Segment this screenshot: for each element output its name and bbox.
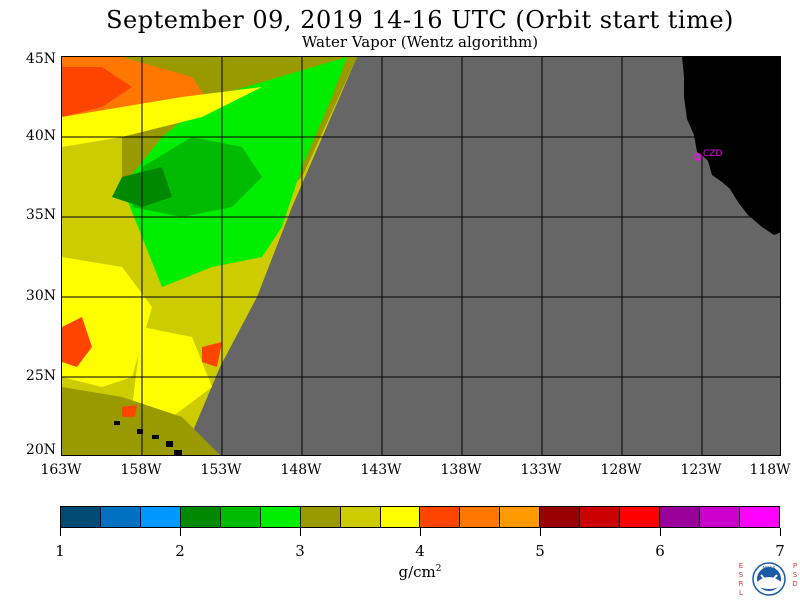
colorbar-swatch — [540, 507, 581, 527]
lon-label-133w: 133W — [520, 462, 562, 478]
colorbar — [60, 506, 780, 528]
swath-olive-south — [62, 387, 220, 455]
lat-label-20n: 20N — [25, 442, 56, 458]
colorbar-swatch — [500, 507, 541, 527]
colorbar-tick-label: 2 — [175, 542, 185, 560]
colorbar-swatch — [180, 507, 221, 527]
swath-orange-patch-1 — [62, 317, 92, 367]
colorbar-swatch — [260, 507, 301, 527]
colorbar-swatch — [380, 507, 421, 527]
colorbar-tick — [779, 528, 781, 536]
colorbar-tick-label: 1 — [55, 542, 65, 560]
grid-lines — [62, 57, 780, 455]
colorbar-swatch — [420, 507, 461, 527]
colorbar-swatch — [340, 507, 381, 527]
colorbar-tick — [659, 528, 661, 536]
colorbar-tick-label: 4 — [415, 542, 425, 560]
colorbar-swatch — [220, 507, 261, 527]
colorbar-swatch — [61, 507, 101, 527]
swath-redorange-north — [62, 67, 132, 117]
colorbar-tick — [299, 528, 301, 536]
lon-label-123w: 123W — [680, 462, 722, 478]
colorbar-swatch — [620, 507, 661, 527]
colorbar-tick — [59, 528, 61, 536]
lat-label-25n: 25N — [25, 368, 56, 384]
swath-orange-patch-3 — [122, 405, 137, 417]
noaa-seal-icon: NOAA — [752, 562, 786, 596]
lon-label-128w: 128W — [600, 462, 642, 478]
colorbar-tick-label: 5 — [535, 542, 545, 560]
logo-text: NOAA — [762, 566, 776, 572]
colorbar-tick-label: 7 — [775, 542, 785, 560]
colorbar-tick — [419, 528, 421, 536]
colorbar-swatch — [300, 507, 341, 527]
north-america-land — [682, 57, 780, 235]
map-title: September 09, 2019 14-16 UTC (Orbit star… — [106, 6, 734, 34]
colorbar-tick — [539, 528, 541, 536]
map-subtitle: Water Vapor (Wentz algorithm) — [301, 33, 539, 51]
lon-label-118w: 118W — [749, 462, 791, 478]
lon-label-138w: 138W — [440, 462, 482, 478]
colorbar-swatch — [660, 507, 700, 527]
lon-label-163w: 163W — [40, 462, 82, 478]
swath-yellow-mid — [132, 327, 212, 417]
station-label: CZD — [703, 149, 722, 159]
swath-data — [62, 57, 357, 455]
hawaii-islands — [114, 421, 182, 455]
lon-label-153w: 153W — [200, 462, 242, 478]
colorbar-swatch — [140, 507, 181, 527]
lat-label-30n: 30N — [25, 288, 56, 304]
colorbar-swatch — [700, 507, 740, 527]
colorbar-units: g/cm2 — [398, 563, 442, 581]
lat-label-45n: 45N — [25, 51, 56, 67]
swath-yellow-north — [62, 87, 262, 147]
station-marker: CZD — [694, 149, 722, 161]
colorbar-swatch — [739, 507, 779, 527]
lon-label-148w: 148W — [280, 462, 322, 478]
colorbar-tick-label: 6 — [655, 542, 665, 560]
colorbar-swatch — [580, 507, 621, 527]
water-vapor-map: CZD — [61, 56, 781, 456]
map-svg: CZD — [62, 57, 780, 455]
lon-label-143w: 143W — [360, 462, 402, 478]
lat-label-40n: 40N — [25, 128, 56, 144]
colorbar-swatch — [460, 507, 501, 527]
colorbar-tick — [179, 528, 181, 536]
lon-label-158w: 158W — [120, 462, 162, 478]
lat-label-35n: 35N — [25, 207, 56, 223]
swath-orange-patch-2 — [202, 342, 222, 367]
colorbar-tick-label: 3 — [295, 542, 305, 560]
colorbar-swatch — [100, 507, 141, 527]
